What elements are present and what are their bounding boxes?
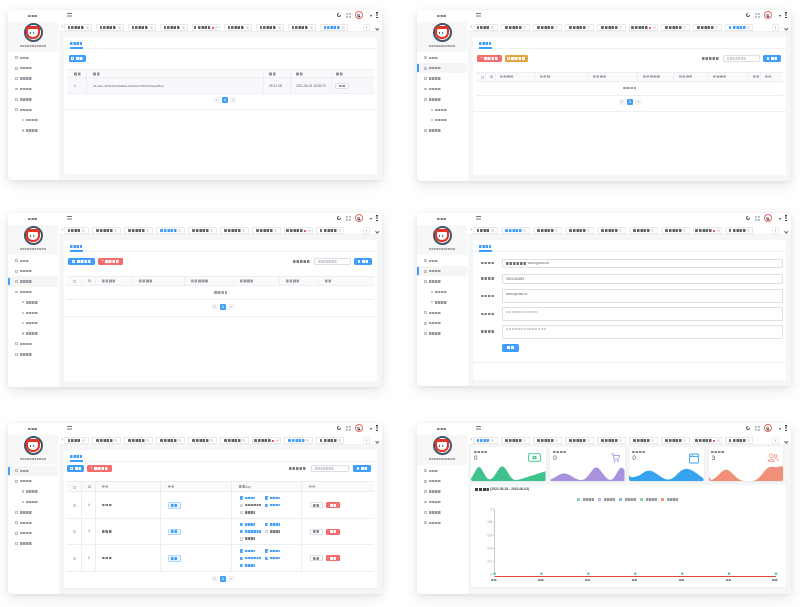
svg-text:0.6: 0.6 xyxy=(488,533,493,537)
svg-text:1: 1 xyxy=(490,507,492,511)
svg-text:0.2: 0.2 xyxy=(488,559,493,563)
svg-text:0.4: 0.4 xyxy=(488,546,493,550)
svg-text:0: 0 xyxy=(490,572,492,576)
svg-text:0.8: 0.8 xyxy=(488,520,493,524)
